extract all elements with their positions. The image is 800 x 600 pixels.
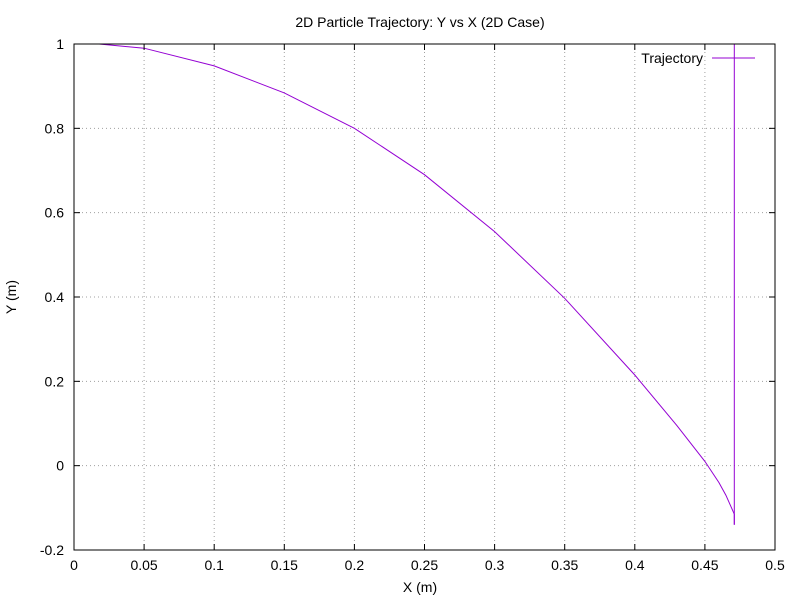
x-tick-label: 0.5 <box>765 557 785 573</box>
x-tick-label: 0.25 <box>411 557 438 573</box>
y-tick-label: 0.2 <box>45 373 65 389</box>
y-tick-label: -0.2 <box>40 542 64 558</box>
x-tick-label: 0.05 <box>130 557 157 573</box>
x-tick-label: 0.4 <box>625 557 645 573</box>
y-axis-title: Y (m) <box>3 280 19 314</box>
series-line-trajectory <box>99 43 735 525</box>
chart-title: 2D Particle Trajectory: Y vs X (2D Case) <box>295 14 544 30</box>
legend: Trajectory <box>641 50 755 66</box>
y-tick-label: 0.8 <box>45 120 65 136</box>
x-tick-label: 0.15 <box>271 557 298 573</box>
plot-series <box>99 43 735 525</box>
y-tick-label: 1 <box>56 36 64 52</box>
axis-ticks <box>73 43 776 551</box>
tick-labels: 0 0.05 0.1 0.15 0.2 0.25 0.3 0.35 0.4 0.45 0.5 -0.2… <box>40 36 785 573</box>
y-tick-label: 0.4 <box>45 289 65 305</box>
x-tick-label: 0 <box>70 557 78 573</box>
legend-label-trajectory: Trajectory <box>641 50 703 66</box>
x-tick-label: 0.3 <box>485 557 505 573</box>
x-tick-label: 0.45 <box>691 557 718 573</box>
x-tick-label: 0.35 <box>551 557 578 573</box>
x-tick-label: 0.1 <box>204 557 224 573</box>
x-tick-label: 0.2 <box>345 557 365 573</box>
y-tick-label: 0.6 <box>45 205 65 221</box>
x-axis-title: X (m) <box>403 579 437 595</box>
y-tick-label: 0 <box>56 458 64 474</box>
